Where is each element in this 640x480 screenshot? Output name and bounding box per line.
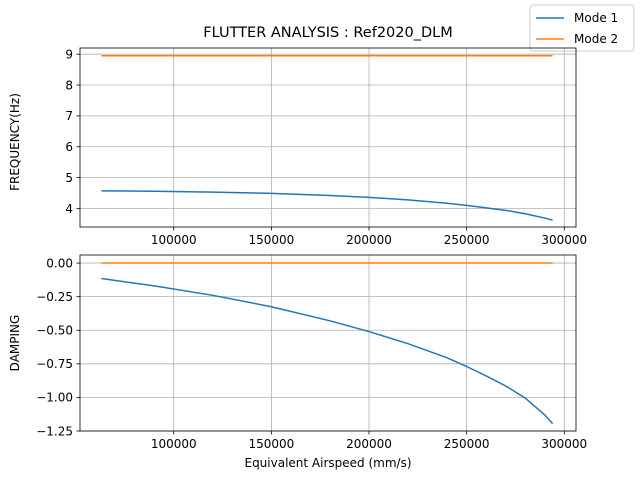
- x-tick-label: 250000: [444, 233, 490, 247]
- legend: Mode 1 Mode 2: [529, 4, 635, 52]
- x-tick-label: 250000: [444, 437, 490, 451]
- x-tick-label: 200000: [346, 437, 392, 451]
- y-tick-label: 9: [65, 47, 73, 61]
- chart-title: FLUTTER ANALYSIS : Ref2020_DLM: [203, 25, 452, 41]
- x-tick-label: 100000: [151, 233, 197, 247]
- legend-label-mode-1: Mode 1: [574, 11, 618, 25]
- y-tick-label: −1.00: [36, 391, 73, 405]
- series-line-mode-1: [101, 190, 553, 221]
- damping-subplot: 100000 150000 200000 250000 300000 0.00 −0.25 −…: [36, 254, 587, 451]
- x-tick-label: 150000: [248, 233, 294, 247]
- y-tick-label: −0.50: [36, 324, 73, 338]
- plot-frame: [79, 254, 577, 432]
- y-tick-label: −1.25: [36, 424, 73, 438]
- x-tick-label: 300000: [541, 437, 587, 451]
- damping-axis-label: DAMPING: [8, 315, 22, 372]
- frequency-subplot: 100000 150000 200000 250000 300000 4 5 6 7 8 9: [65, 47, 587, 247]
- x-tick-label: 100000: [151, 437, 197, 451]
- y-tick-label: 8: [65, 78, 73, 92]
- series-line-mode-1: [101, 277, 554, 425]
- legend-label-mode-2: Mode 2: [574, 32, 618, 46]
- y-tick-label: 4: [65, 202, 73, 216]
- x-tick-label: 150000: [248, 437, 294, 451]
- y-tick-label: 7: [65, 109, 73, 123]
- plot-frame: [79, 47, 577, 228]
- x-tick-label: 300000: [541, 233, 587, 247]
- x-tick-label: 200000: [346, 233, 392, 247]
- x-axis-label: Equivalent Airspeed (mm/s): [244, 456, 411, 470]
- y-tick-label: 6: [65, 140, 73, 154]
- y-tick-label: −0.75: [36, 357, 73, 371]
- y-tick-label: −0.25: [36, 290, 73, 304]
- y-tick-label: 5: [65, 171, 73, 185]
- y-tick-label: 0.00: [46, 256, 73, 270]
- frequency-axis-label: FREQUENCY(Hz): [8, 93, 22, 191]
